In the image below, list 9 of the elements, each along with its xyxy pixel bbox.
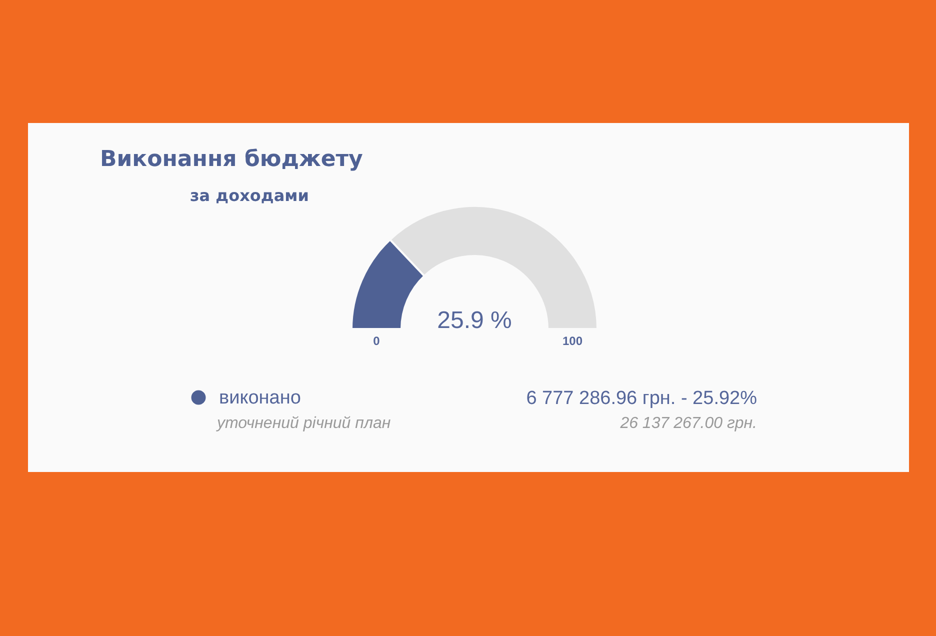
text: 6 777 286.96 грн. - 25.92% (526, 388, 758, 409)
chart-title: Виконання бюджету (100, 147, 363, 172)
legend-label: виконано (219, 388, 301, 408)
text: 26 137 267.00 грн. (619, 415, 757, 432)
text: 25.9 % (437, 307, 512, 334)
text: 100 (562, 334, 583, 348)
text: 0 (373, 334, 380, 348)
text: уточнений річний план (216, 415, 391, 432)
chart-subtitle: за доходами (190, 186, 309, 205)
